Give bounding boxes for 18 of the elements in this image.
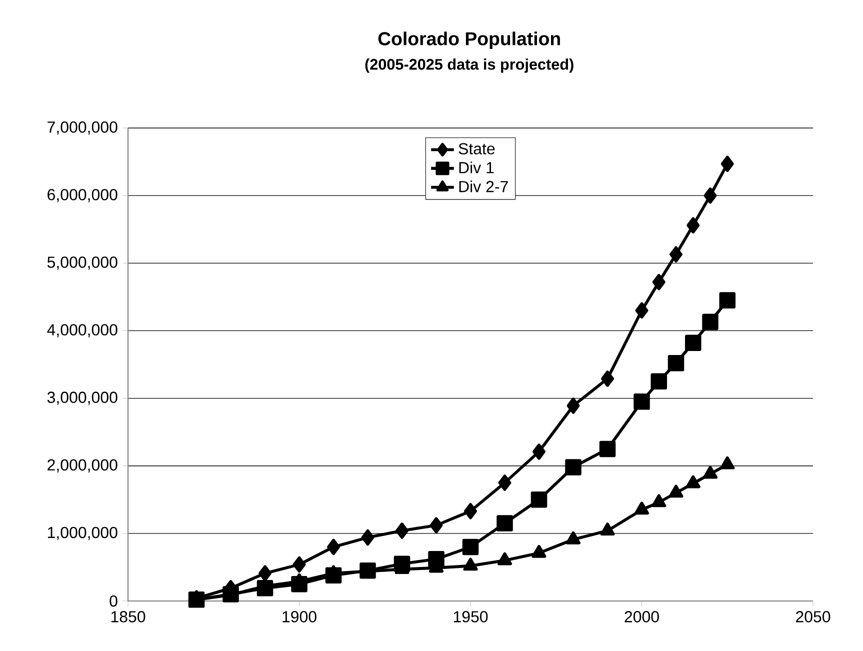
x-tick-label: 2000 [624,611,659,622]
x-tick-label: 1850 [111,611,146,622]
y-tick-label: 2,000,000 [48,459,118,472]
y-tick-label: 4,000,000 [47,324,118,338]
chart-subtitle: (2005-2025 data is projected) [365,58,574,73]
x-tick-label: 2050 [796,611,830,622]
y-tick-label: 0 [110,595,118,607]
legend-label: Div 2-7 [459,180,508,192]
y-tick-label: 5,000,000 [47,256,118,270]
legend-label: State [458,143,495,154]
y-tick-label: 3,000,000 [47,392,118,405]
x-tick-label: 1900 [282,611,316,622]
chart-title: Colorado Population [378,32,560,50]
x-tick-label: 1950 [454,611,488,622]
y-tick-label: 1,000,000 [48,526,118,540]
y-tick-label: 7,000,000 [48,121,118,135]
y-tick-label: 6,000,000 [48,188,118,202]
legend-label: Div 1 [459,162,494,174]
